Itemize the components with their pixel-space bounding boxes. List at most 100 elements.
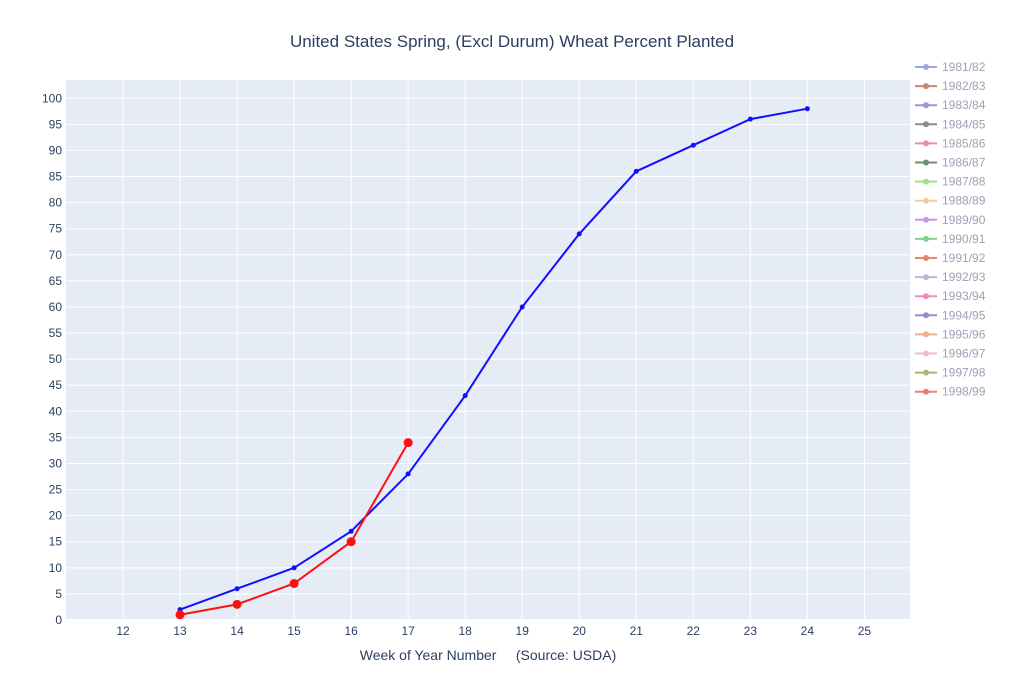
data-point[interactable] [232,599,242,609]
x-tick-label: 15 [287,624,301,638]
legend-swatch-marker [923,121,929,128]
data-point[interactable] [403,438,413,448]
legend-item[interactable]: 1987/88 [915,175,986,189]
legend-label: 1991/92 [942,251,986,265]
data-point[interactable] [747,116,753,122]
y-tick-label: 25 [49,483,63,497]
legend-swatch-marker [923,216,929,223]
x-tick-label: 22 [687,624,701,638]
y-tick-label: 40 [49,404,63,418]
legend-swatch-marker [923,255,929,261]
legend-item[interactable]: 1993/94 [915,289,986,303]
legend-item[interactable]: 1995/96 [915,327,986,341]
x-tick-label: 19 [516,624,530,638]
legend-swatch-marker [923,369,929,376]
y-tick-label: 45 [49,378,63,392]
x-tick-label: 23 [744,624,758,638]
chart-title: United States Spring, (Excl Durum) Wheat… [290,32,734,51]
legend-swatch-marker [923,350,929,357]
data-point[interactable] [519,304,525,310]
legend-item[interactable]: 1981/82 [915,60,986,74]
data-point[interactable] [291,565,297,571]
legend-swatch-marker [923,331,929,338]
legend-swatch-marker [923,312,929,319]
legend-swatch-marker [923,159,929,166]
y-tick-label: 10 [49,561,63,575]
legend-label: 1997/98 [942,366,986,380]
x-tick-label: 21 [630,624,644,638]
x-tick-label: 12 [116,624,130,638]
legend-item[interactable]: 1985/86 [915,136,986,150]
legend-label: 1992/93 [942,270,986,284]
data-point[interactable] [405,471,411,477]
legend-item[interactable]: 1998/99 [915,385,986,399]
legend-item[interactable]: 1991/92 [915,251,986,265]
legend-swatch-marker [923,83,929,90]
legend-swatch-marker [923,140,929,147]
x-tick-label: 16 [344,624,358,638]
y-tick-label: 30 [49,456,63,470]
legend-swatch-marker [923,293,929,300]
legend-label: 1989/90 [942,213,986,227]
legend-item[interactable]: 1994/95 [915,308,986,322]
series-lines [175,106,810,620]
series-group [175,438,413,620]
legend[interactable]: 1981/82 1982/83 1983/84 1984/85 1985/86 1986/… [915,60,986,399]
y-tick-label: 80 [49,196,63,210]
x-axis-title: Week of Year Number (Source: USDA) [360,647,617,663]
legend-item[interactable]: 1992/93 [915,270,986,284]
legend-swatch-marker [923,388,929,395]
legend-item[interactable]: 1983/84 [915,98,986,112]
y-tick-label: 5 [55,587,62,601]
legend-swatch-marker [923,274,929,281]
y-tick-label: 85 [49,170,63,184]
legend-swatch-marker [923,197,929,204]
y-tick-label: 55 [49,326,63,340]
y-tick-label: 0 [55,613,62,627]
legend-label: 1987/88 [942,175,986,189]
legend-label: 1984/85 [942,117,986,131]
data-point[interactable] [633,168,639,174]
y-tick-label: 65 [49,274,63,288]
data-point[interactable] [804,106,810,112]
legend-label: 1981/82 [942,60,986,74]
legend-item[interactable]: 1990/91 [915,232,986,246]
legend-swatch-marker [923,102,929,109]
data-point[interactable] [234,586,240,592]
x-tick-label: 14 [230,624,244,638]
plot-area [66,80,910,620]
data-point[interactable] [690,142,696,148]
x-tick-label: 20 [573,624,587,638]
legend-item[interactable]: 1984/85 [915,117,986,131]
legend-item[interactable]: 1996/97 [915,347,986,361]
legend-item[interactable]: 1986/87 [915,156,986,170]
legend-swatch-marker [923,235,929,242]
legend-label: 1995/96 [942,327,986,341]
y-tick-label: 90 [49,143,63,157]
legend-label: 1982/83 [942,79,986,93]
y-tick-label: 15 [49,535,63,549]
y-tick-label: 60 [49,300,63,314]
x-tick-label: 13 [173,624,187,638]
data-point[interactable] [348,528,354,534]
x-tick-label: 17 [401,624,415,638]
data-point[interactable] [462,393,468,399]
legend-label: 1985/86 [942,136,986,150]
data-point[interactable] [175,610,185,620]
legend-label: 1988/89 [942,194,986,208]
data-point[interactable] [576,231,582,237]
legend-label: 1990/91 [942,232,986,246]
data-point[interactable] [289,578,299,588]
legend-label: 1983/84 [942,98,986,112]
series-line [179,107,808,611]
axis-ticks: 12 13 14 15 16 17 18 19 20 21 22 23 24 25 0 5 10 15 20 25 30… [42,91,871,638]
y-tick-label: 20 [49,509,63,523]
legend-item[interactable]: 1982/83 [915,79,986,93]
legend-label: 1993/94 [942,289,986,303]
legend-item[interactable]: 1988/89 [915,194,986,208]
legend-label: 1996/97 [942,347,986,361]
legend-item[interactable]: 1989/90 [915,213,986,227]
legend-item[interactable]: 1997/98 [915,366,986,380]
data-point[interactable] [346,537,356,547]
